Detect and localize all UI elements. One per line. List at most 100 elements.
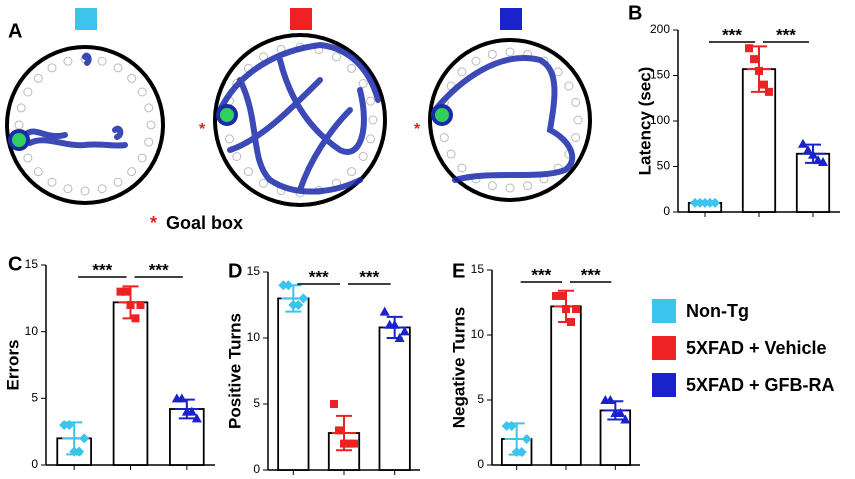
maze-hole — [358, 152, 368, 161]
data-point — [567, 318, 575, 326]
maze-hole — [457, 163, 467, 173]
data-point — [191, 413, 202, 423]
maze-hole — [347, 63, 357, 73]
maze-hole — [224, 134, 234, 144]
y-tick-label: 0 — [477, 457, 484, 471]
data-point — [755, 66, 763, 75]
significance-label: *** — [531, 265, 551, 284]
bar — [550, 305, 582, 466]
y-axis-label: Negative Turns — [449, 307, 468, 429]
maze-hole — [113, 63, 123, 73]
maze-hole — [505, 183, 515, 193]
maze-hole — [457, 67, 467, 77]
data-point — [350, 439, 358, 448]
maze-hole — [368, 115, 378, 125]
significance-label: *** — [722, 25, 742, 44]
maze-hole — [144, 103, 154, 113]
data-point — [126, 301, 135, 309]
goal-marker: * — [199, 121, 206, 138]
y-tick-label: 5 — [253, 396, 260, 410]
maze-hole — [146, 120, 156, 130]
track — [217, 41, 381, 195]
maze — [5, 45, 165, 205]
group-swatch — [500, 8, 522, 30]
maze-hole — [487, 181, 497, 191]
y-tick-label: 5 — [31, 391, 38, 405]
maze-hole — [97, 184, 107, 194]
maze-hole — [113, 177, 123, 187]
maze-hole — [366, 96, 376, 106]
significance-label: *** — [581, 265, 601, 284]
hotspot — [8, 129, 30, 151]
maze-hole — [471, 56, 481, 66]
y-tick-label: 150 — [650, 68, 670, 82]
maze-hole — [523, 181, 533, 191]
significance-label: *** — [359, 267, 379, 286]
heatmap-track — [216, 41, 381, 195]
y-tick-label: 10 — [471, 327, 485, 341]
data-point — [176, 393, 187, 403]
data-point — [516, 447, 527, 457]
maze-hole — [144, 137, 154, 147]
maze-hole — [23, 87, 33, 97]
maze-hole — [80, 186, 90, 196]
y-tick-label: 200 — [650, 22, 670, 36]
data-point — [521, 434, 532, 444]
maze-hole — [33, 73, 43, 83]
significance-label: *** — [92, 260, 112, 279]
data-point — [745, 44, 753, 53]
panel-label: E — [452, 260, 465, 282]
data-point — [293, 300, 304, 310]
data-point — [399, 326, 410, 336]
goal-marker: * — [414, 121, 421, 138]
maze-hole — [505, 47, 515, 57]
data-point — [557, 292, 565, 300]
data-point — [798, 138, 808, 148]
y-axis-label: Latency (sec) — [635, 67, 654, 176]
data-point — [131, 314, 140, 323]
panel-label: D — [228, 260, 242, 282]
significance-label: *** — [309, 267, 329, 286]
data-point — [572, 305, 580, 313]
bar — [378, 326, 411, 471]
data-point — [389, 319, 400, 329]
maze-hole — [347, 167, 357, 177]
data-point — [121, 287, 130, 296]
maze-hole — [137, 153, 147, 163]
y-tick-label: 15 — [247, 264, 261, 278]
maze-hole — [564, 81, 574, 91]
data-point — [298, 293, 309, 304]
data-point — [710, 197, 720, 208]
track — [22, 52, 128, 149]
maze-hole — [127, 73, 137, 83]
bar — [277, 297, 310, 471]
y-tick-label: 10 — [247, 330, 261, 344]
maze-hole — [573, 115, 583, 125]
y-tick-label: 15 — [471, 262, 485, 276]
data-point — [330, 400, 338, 408]
data-point — [506, 421, 517, 431]
heatmap-track — [431, 55, 576, 183]
maze-hole — [47, 63, 57, 73]
hotspot — [431, 104, 453, 126]
data-point — [615, 408, 626, 417]
significance-label: *** — [149, 260, 169, 279]
legend-label: Non-Tg — [686, 301, 749, 321]
maze-hole — [16, 103, 26, 113]
maze-hole — [63, 184, 73, 194]
data-point — [803, 145, 813, 155]
data-point — [186, 406, 197, 416]
maze-hole — [487, 49, 497, 59]
maze-hole — [332, 52, 341, 62]
data-point — [74, 446, 85, 457]
maze-hole — [47, 177, 57, 187]
error-bar — [332, 414, 356, 452]
data-point — [379, 306, 390, 316]
maze-hole — [232, 152, 242, 161]
y-tick-label: 10 — [25, 324, 39, 338]
error-bar — [281, 284, 306, 313]
data-point — [605, 395, 616, 404]
data-point — [79, 433, 90, 444]
maze-hole — [33, 167, 43, 177]
data-point — [808, 149, 818, 159]
